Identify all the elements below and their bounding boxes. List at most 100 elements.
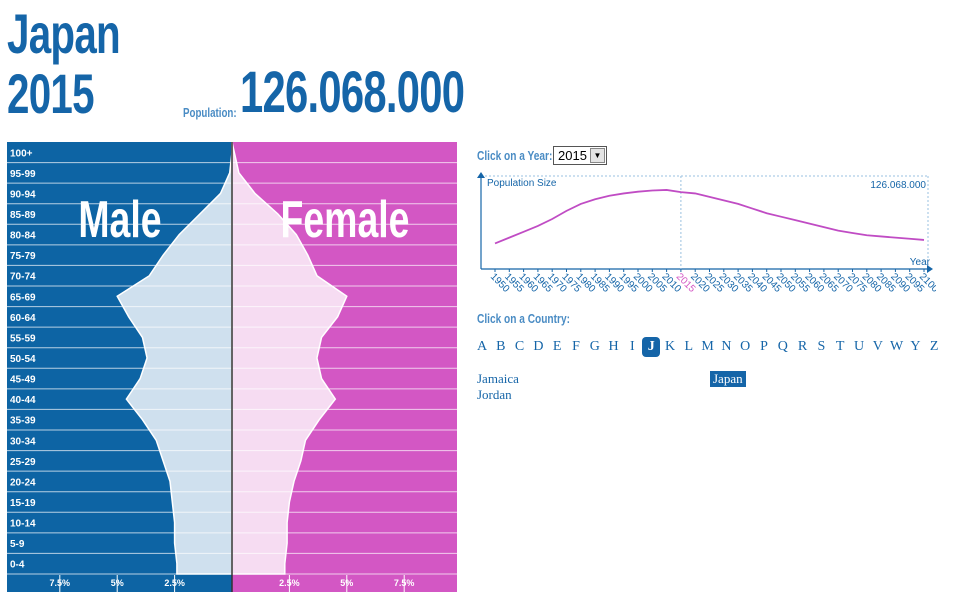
age-label: 50-54	[10, 354, 36, 365]
female-bar-50-54	[232, 350, 317, 367]
age-label: 25-29	[10, 457, 36, 468]
x-axis-label: Year	[910, 257, 931, 268]
male-label: Male	[78, 190, 161, 249]
year-select[interactable]: 2015 ▼	[553, 146, 607, 165]
letter-e[interactable]: E	[552, 339, 562, 354]
letter-q[interactable]: Q	[777, 339, 788, 354]
female-bar-35-39	[232, 411, 319, 428]
country-link-jamaica[interactable]: Jamaica	[477, 371, 519, 386]
letter-v[interactable]: V	[872, 339, 883, 354]
male-bar-55-59	[142, 329, 232, 346]
age-label: 95-99	[10, 169, 36, 180]
letter-h[interactable]: H	[608, 339, 619, 354]
age-label: 70-74	[10, 272, 36, 283]
male-bar-85-89	[200, 206, 232, 223]
female-bar-0-4	[232, 555, 285, 572]
axis-tick-label: 2.5%	[279, 578, 300, 588]
country-link-jordan[interactable]: Jordan	[477, 387, 512, 402]
male-bar-80-84	[179, 226, 232, 243]
letter-j[interactable]: J	[642, 337, 661, 357]
letter-y[interactable]: Y	[910, 339, 921, 354]
female-bar-5-9	[232, 535, 287, 552]
letter-l[interactable]: L	[684, 339, 694, 354]
letter-f[interactable]: F	[572, 339, 580, 354]
letter-t[interactable]: T	[835, 339, 845, 354]
letter-n[interactable]: N	[721, 339, 732, 354]
male-bar-60-64	[129, 309, 232, 326]
letter-r[interactable]: R	[797, 339, 808, 354]
letter-w[interactable]: W	[889, 339, 904, 354]
male-bar-70-74	[149, 267, 232, 284]
age-label: 90-94	[10, 189, 36, 200]
population-value-label: 126.068.000	[870, 180, 926, 191]
country-link-japan[interactable]: Japan	[710, 371, 746, 387]
female-bar-45-49	[232, 370, 322, 387]
male-bar-45-49	[140, 370, 232, 387]
year-selector-label: Click on a Year:	[477, 148, 553, 163]
female-bar-65-69	[232, 288, 347, 305]
age-label: 10-14	[10, 519, 36, 530]
female-label: Female	[281, 190, 410, 249]
female-bar-10-14	[232, 514, 287, 531]
country-selector-label: Click on a Country:	[477, 311, 570, 326]
age-label: 65-69	[10, 292, 36, 303]
letter-g[interactable]: G	[589, 339, 600, 354]
letter-k[interactable]: K	[664, 339, 676, 354]
age-label: 30-34	[10, 436, 36, 447]
axis-tick-label: 5%	[111, 578, 124, 588]
female-bar-75-79	[232, 247, 308, 264]
age-label: 20-24	[10, 477, 36, 488]
letter-p[interactable]: P	[760, 339, 768, 354]
y-axis-arrow-icon	[477, 172, 485, 178]
female-bar-30-34	[232, 432, 305, 449]
y-axis-label: Population Size	[487, 178, 557, 189]
male-bar-0-4	[177, 555, 232, 572]
female-silhouette	[231, 142, 348, 575]
male-silhouette	[116, 142, 233, 575]
age-label: 60-64	[10, 313, 36, 324]
female-bar-25-29	[232, 453, 301, 470]
female-bar-70-74	[232, 267, 317, 284]
letter-m[interactable]: M	[701, 339, 714, 354]
age-label: 55-59	[10, 333, 36, 344]
population-pyramid-chart: 100+ 95-99 90-94 85-89 80-84 75-79 70-74 65-69 6…	[7, 142, 457, 592]
chevron-down-icon[interactable]: ▼	[590, 148, 605, 163]
country-title: Japan	[7, 2, 121, 65]
age-label: 35-39	[10, 416, 36, 427]
female-bar-40-44	[232, 391, 335, 408]
letter-o[interactable]: O	[740, 339, 751, 354]
male-bar-50-54	[147, 350, 232, 367]
population-label: Population:	[183, 105, 237, 120]
population-value: 126.068.000	[240, 60, 465, 125]
axis-tick-label: 7.5%	[50, 578, 71, 588]
male-bar-25-29	[163, 453, 232, 470]
male-bar-20-24	[170, 473, 232, 490]
female-bar-90-94	[232, 185, 255, 202]
male-bar-10-14	[175, 514, 232, 531]
female-bar-20-24	[232, 473, 294, 490]
population-timeline-chart[interactable]: Population Size 126.068.000Year1950195519…	[476, 170, 936, 300]
x-axis-arrow-icon	[927, 265, 933, 273]
axis-tick-label: 7.5%	[394, 578, 415, 588]
age-label: 45-49	[10, 375, 36, 386]
letter-b[interactable]: B	[496, 339, 506, 354]
letter-s[interactable]: S	[817, 339, 826, 354]
age-label: 5-9	[10, 539, 25, 550]
letter-z[interactable]: Z	[929, 339, 939, 354]
letter-i[interactable]: I	[630, 339, 635, 354]
axis-tick-label: 5%	[340, 578, 353, 588]
male-bar-90-94	[221, 185, 232, 202]
letter-c[interactable]: C	[514, 339, 525, 354]
letter-a[interactable]: A	[476, 339, 488, 354]
male-bar-75-79	[163, 247, 232, 264]
male-bar-5-9	[175, 535, 232, 552]
female-bar-60-64	[232, 309, 338, 326]
year-select-value: 2015	[558, 148, 587, 163]
male-bar-40-44	[126, 391, 232, 408]
year-title: 2015	[7, 62, 95, 125]
age-label: 75-79	[10, 251, 36, 262]
male-bar-15-19	[172, 494, 232, 511]
letter-d[interactable]: D	[533, 339, 544, 354]
age-label: 80-84	[10, 231, 36, 242]
letter-u[interactable]: U	[853, 339, 865, 354]
